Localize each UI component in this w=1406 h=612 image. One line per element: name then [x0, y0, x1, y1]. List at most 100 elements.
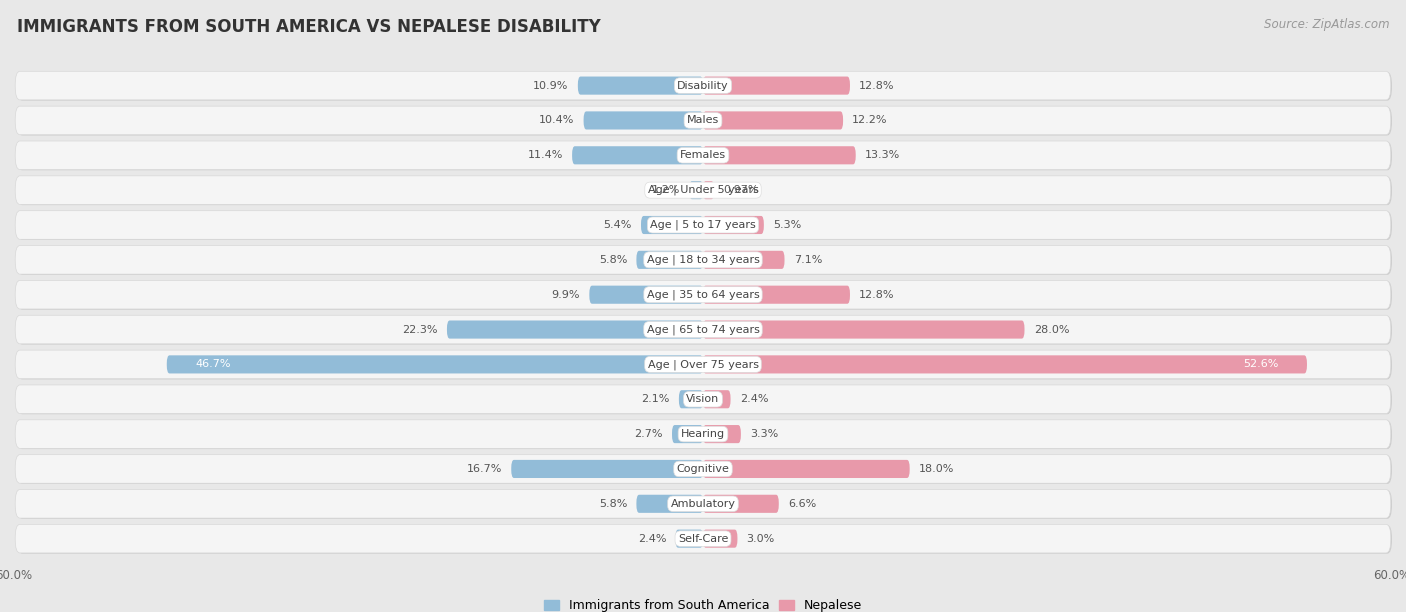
FancyBboxPatch shape — [637, 251, 703, 269]
FancyBboxPatch shape — [15, 385, 1391, 414]
Text: 12.8%: 12.8% — [859, 289, 894, 300]
Text: 6.6%: 6.6% — [787, 499, 817, 509]
Text: 2.7%: 2.7% — [634, 429, 662, 439]
FancyBboxPatch shape — [679, 390, 703, 408]
FancyBboxPatch shape — [15, 490, 1391, 518]
FancyBboxPatch shape — [17, 490, 1392, 519]
FancyBboxPatch shape — [447, 321, 703, 338]
FancyBboxPatch shape — [15, 106, 1391, 135]
Text: Females: Females — [681, 151, 725, 160]
Text: IMMIGRANTS FROM SOUTH AMERICA VS NEPALESE DISABILITY: IMMIGRANTS FROM SOUTH AMERICA VS NEPALES… — [17, 18, 600, 36]
Text: 11.4%: 11.4% — [527, 151, 562, 160]
FancyBboxPatch shape — [17, 107, 1392, 135]
Legend: Immigrants from South America, Nepalese: Immigrants from South America, Nepalese — [538, 594, 868, 612]
FancyBboxPatch shape — [17, 316, 1392, 345]
Text: 13.3%: 13.3% — [865, 151, 900, 160]
Text: 5.8%: 5.8% — [599, 255, 627, 265]
Text: Age | Over 75 years: Age | Over 75 years — [648, 359, 758, 370]
FancyBboxPatch shape — [703, 356, 1308, 373]
Text: 2.1%: 2.1% — [641, 394, 669, 405]
FancyBboxPatch shape — [15, 72, 1391, 100]
FancyBboxPatch shape — [675, 529, 703, 548]
Text: 12.2%: 12.2% — [852, 116, 887, 125]
FancyBboxPatch shape — [17, 525, 1392, 554]
FancyBboxPatch shape — [578, 76, 703, 95]
Text: 7.1%: 7.1% — [794, 255, 823, 265]
Text: 1.2%: 1.2% — [651, 185, 681, 195]
FancyBboxPatch shape — [703, 425, 741, 443]
FancyBboxPatch shape — [15, 315, 1391, 344]
FancyBboxPatch shape — [703, 286, 851, 304]
Text: Age | 35 to 64 years: Age | 35 to 64 years — [647, 289, 759, 300]
FancyBboxPatch shape — [512, 460, 703, 478]
Text: Males: Males — [688, 116, 718, 125]
Text: Hearing: Hearing — [681, 429, 725, 439]
FancyBboxPatch shape — [572, 146, 703, 165]
FancyBboxPatch shape — [15, 280, 1391, 309]
FancyBboxPatch shape — [17, 281, 1392, 310]
Text: 3.0%: 3.0% — [747, 534, 775, 543]
FancyBboxPatch shape — [15, 455, 1391, 483]
Text: Self-Care: Self-Care — [678, 534, 728, 543]
FancyBboxPatch shape — [17, 455, 1392, 484]
FancyBboxPatch shape — [689, 181, 703, 199]
FancyBboxPatch shape — [589, 286, 703, 304]
Text: Age | Under 5 years: Age | Under 5 years — [648, 185, 758, 195]
FancyBboxPatch shape — [17, 142, 1392, 170]
FancyBboxPatch shape — [703, 390, 731, 408]
Text: 18.0%: 18.0% — [920, 464, 955, 474]
FancyBboxPatch shape — [15, 211, 1391, 239]
Text: 10.4%: 10.4% — [538, 116, 575, 125]
Text: 9.9%: 9.9% — [551, 289, 581, 300]
FancyBboxPatch shape — [167, 356, 703, 373]
FancyBboxPatch shape — [17, 386, 1392, 414]
FancyBboxPatch shape — [703, 216, 763, 234]
Text: Age | 5 to 17 years: Age | 5 to 17 years — [650, 220, 756, 230]
FancyBboxPatch shape — [703, 321, 1025, 338]
FancyBboxPatch shape — [17, 176, 1392, 205]
Text: Vision: Vision — [686, 394, 720, 405]
Text: Age | 65 to 74 years: Age | 65 to 74 years — [647, 324, 759, 335]
FancyBboxPatch shape — [17, 420, 1392, 449]
Text: Cognitive: Cognitive — [676, 464, 730, 474]
FancyBboxPatch shape — [641, 216, 703, 234]
FancyBboxPatch shape — [637, 494, 703, 513]
Text: Ambulatory: Ambulatory — [671, 499, 735, 509]
Text: 46.7%: 46.7% — [195, 359, 231, 370]
FancyBboxPatch shape — [703, 111, 844, 130]
FancyBboxPatch shape — [17, 351, 1392, 379]
FancyBboxPatch shape — [17, 72, 1392, 100]
FancyBboxPatch shape — [703, 76, 851, 95]
Text: 12.8%: 12.8% — [859, 81, 894, 91]
FancyBboxPatch shape — [672, 425, 703, 443]
Text: Age | 18 to 34 years: Age | 18 to 34 years — [647, 255, 759, 265]
FancyBboxPatch shape — [17, 211, 1392, 240]
FancyBboxPatch shape — [15, 524, 1391, 553]
Text: 2.4%: 2.4% — [740, 394, 768, 405]
Text: 10.9%: 10.9% — [533, 81, 568, 91]
FancyBboxPatch shape — [703, 494, 779, 513]
FancyBboxPatch shape — [703, 146, 856, 165]
Text: 5.3%: 5.3% — [773, 220, 801, 230]
FancyBboxPatch shape — [703, 181, 714, 199]
Text: 3.3%: 3.3% — [749, 429, 779, 439]
FancyBboxPatch shape — [15, 420, 1391, 449]
FancyBboxPatch shape — [703, 460, 910, 478]
Text: 52.6%: 52.6% — [1243, 359, 1278, 370]
Text: Disability: Disability — [678, 81, 728, 91]
Text: 5.8%: 5.8% — [599, 499, 627, 509]
FancyBboxPatch shape — [583, 111, 703, 130]
FancyBboxPatch shape — [15, 176, 1391, 204]
FancyBboxPatch shape — [703, 251, 785, 269]
FancyBboxPatch shape — [17, 246, 1392, 275]
Text: 28.0%: 28.0% — [1033, 324, 1069, 335]
FancyBboxPatch shape — [15, 350, 1391, 379]
Text: 16.7%: 16.7% — [467, 464, 502, 474]
Text: 0.97%: 0.97% — [723, 185, 759, 195]
FancyBboxPatch shape — [15, 245, 1391, 274]
Text: 2.4%: 2.4% — [638, 534, 666, 543]
Text: 5.4%: 5.4% — [603, 220, 631, 230]
Text: 22.3%: 22.3% — [402, 324, 437, 335]
FancyBboxPatch shape — [703, 529, 738, 548]
FancyBboxPatch shape — [15, 141, 1391, 170]
